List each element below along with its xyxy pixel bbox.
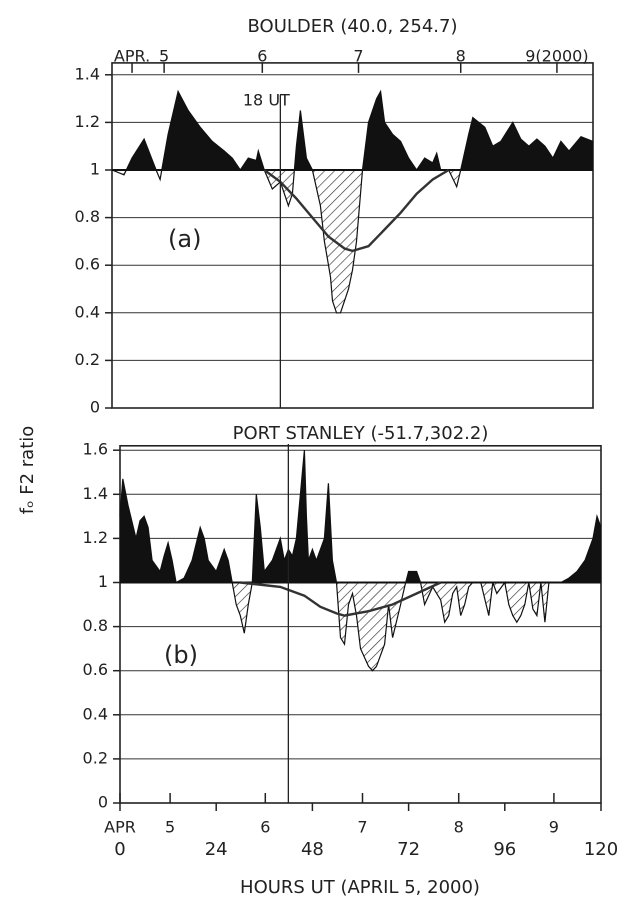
day-label: 6 [260,818,270,837]
y-tick-label: 0.4 [83,704,108,723]
plot-frame [119,444,602,804]
y-tick-label: 0.6 [83,660,108,679]
plot-frame [111,62,594,409]
day-label: 8 [454,818,464,837]
day-label: APR [104,818,136,837]
day-label: APR. [114,47,150,66]
x-tick-label: 24 [205,839,228,860]
y-tick-label: 0.4 [75,302,100,321]
day-label: 9(2000) [525,47,588,66]
y-tick-label: 1.2 [83,528,108,547]
area-below [120,582,601,671]
area-below [112,170,593,313]
x-tick-label: 48 [301,839,324,860]
day-label: 5 [165,818,175,837]
y-tick-label: 1 [90,160,100,179]
y-tick-label: 1.4 [83,484,108,503]
panel-label: (a) [168,225,201,253]
y-tick-label: 0.6 [75,255,100,274]
x-tick-label: 120 [584,839,618,860]
y-tick-label: 0 [90,398,100,417]
y-tick-label: 0.2 [83,748,108,767]
day-label: 7 [357,818,367,837]
y-axis-title: fₒ F2 ratio [17,426,38,515]
area-above [120,450,601,583]
y-tick-label: 0.2 [75,350,100,369]
series-line [240,581,442,617]
y-tick-label: 1.2 [75,112,100,131]
day-label: 6 [257,47,267,66]
day-label: 5 [159,47,169,66]
series-line [119,450,602,672]
series-line [111,89,594,314]
panel-label: (b) [164,641,198,669]
series-line [263,168,450,253]
day-label: 8 [456,47,466,66]
y-tick-label: 0 [98,793,108,812]
y-tick-label: 0.8 [83,616,108,635]
x-tick-label: 0 [114,839,125,860]
area-above [112,91,593,170]
day-label: 9 [549,818,559,837]
y-tick-label: 1.6 [83,440,108,459]
chart-title: BOULDER (40.0, 254.7) [248,16,458,37]
annotation: 18 UT [243,91,290,110]
x-tick-label: 96 [493,839,516,860]
day-label: 7 [353,47,363,66]
x-axis-title: HOURS UT (APRIL 5, 2000) [240,877,480,898]
x-tick-label: 72 [397,839,420,860]
y-tick-label: 0.8 [75,207,100,226]
y-tick-label: 1 [98,572,108,591]
chart-title: PORT STANLEY (-51.7,302.2) [233,423,489,444]
y-tick-label: 1.4 [75,64,100,83]
